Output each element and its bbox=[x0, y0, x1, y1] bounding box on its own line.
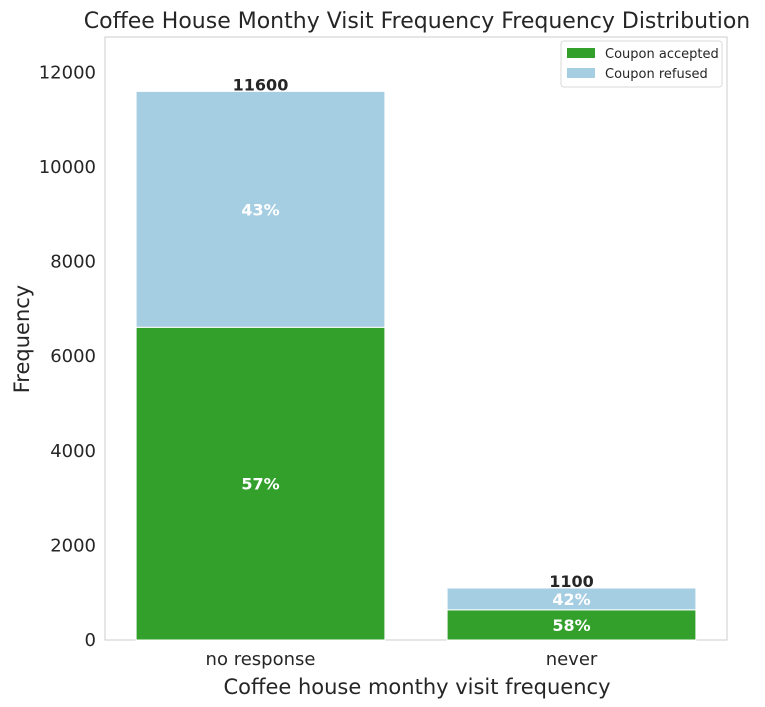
percent-label: 43% bbox=[241, 200, 279, 219]
total-label: 11600 bbox=[233, 75, 289, 94]
y-tick-label: 2000 bbox=[50, 535, 96, 556]
y-axis-label: Frequency bbox=[10, 285, 34, 394]
percent-label: 42% bbox=[552, 590, 590, 609]
legend: Coupon accepted Coupon refused bbox=[560, 40, 723, 88]
x-axis-ticks: no response never bbox=[206, 649, 598, 670]
percent-label: 57% bbox=[241, 475, 279, 494]
y-tick-label: 6000 bbox=[50, 346, 96, 367]
x-axis-label: Coffee house monthy visit frequency bbox=[223, 675, 610, 699]
y-tick-label: 12000 bbox=[39, 62, 96, 83]
bars-group bbox=[135, 90, 697, 641]
y-tick-label: 10000 bbox=[39, 157, 96, 178]
bar-segment bbox=[446, 587, 697, 611]
bar-labels-group: 57% 43% 11600 58% 42%1100 bbox=[233, 75, 594, 635]
x-tick-label: never bbox=[546, 649, 598, 670]
y-axis-ticks: 0 2000 4000 6000 8000 10000 12000 bbox=[39, 62, 96, 651]
legend-box bbox=[560, 40, 723, 88]
legend-swatch-coupon-accepted bbox=[567, 48, 595, 58]
percent-label: 58% bbox=[552, 616, 590, 635]
x-tick-label: no response bbox=[206, 649, 316, 670]
y-tick-label: 0 bbox=[85, 630, 96, 651]
y-tick-label: 4000 bbox=[50, 441, 96, 462]
chart-title: Coffee House Monthy Visit Frequency Freq… bbox=[84, 9, 750, 34]
legend-swatch-coupon-refused bbox=[567, 68, 595, 78]
plot-area bbox=[104, 36, 728, 641]
legend-label-coupon-accepted: Coupon accepted bbox=[605, 47, 719, 62]
total-label: 1100 bbox=[549, 572, 594, 591]
bar-segment bbox=[135, 90, 386, 328]
y-tick-label: 8000 bbox=[50, 252, 96, 273]
legend-label-coupon-refused: Coupon refused bbox=[605, 67, 708, 82]
